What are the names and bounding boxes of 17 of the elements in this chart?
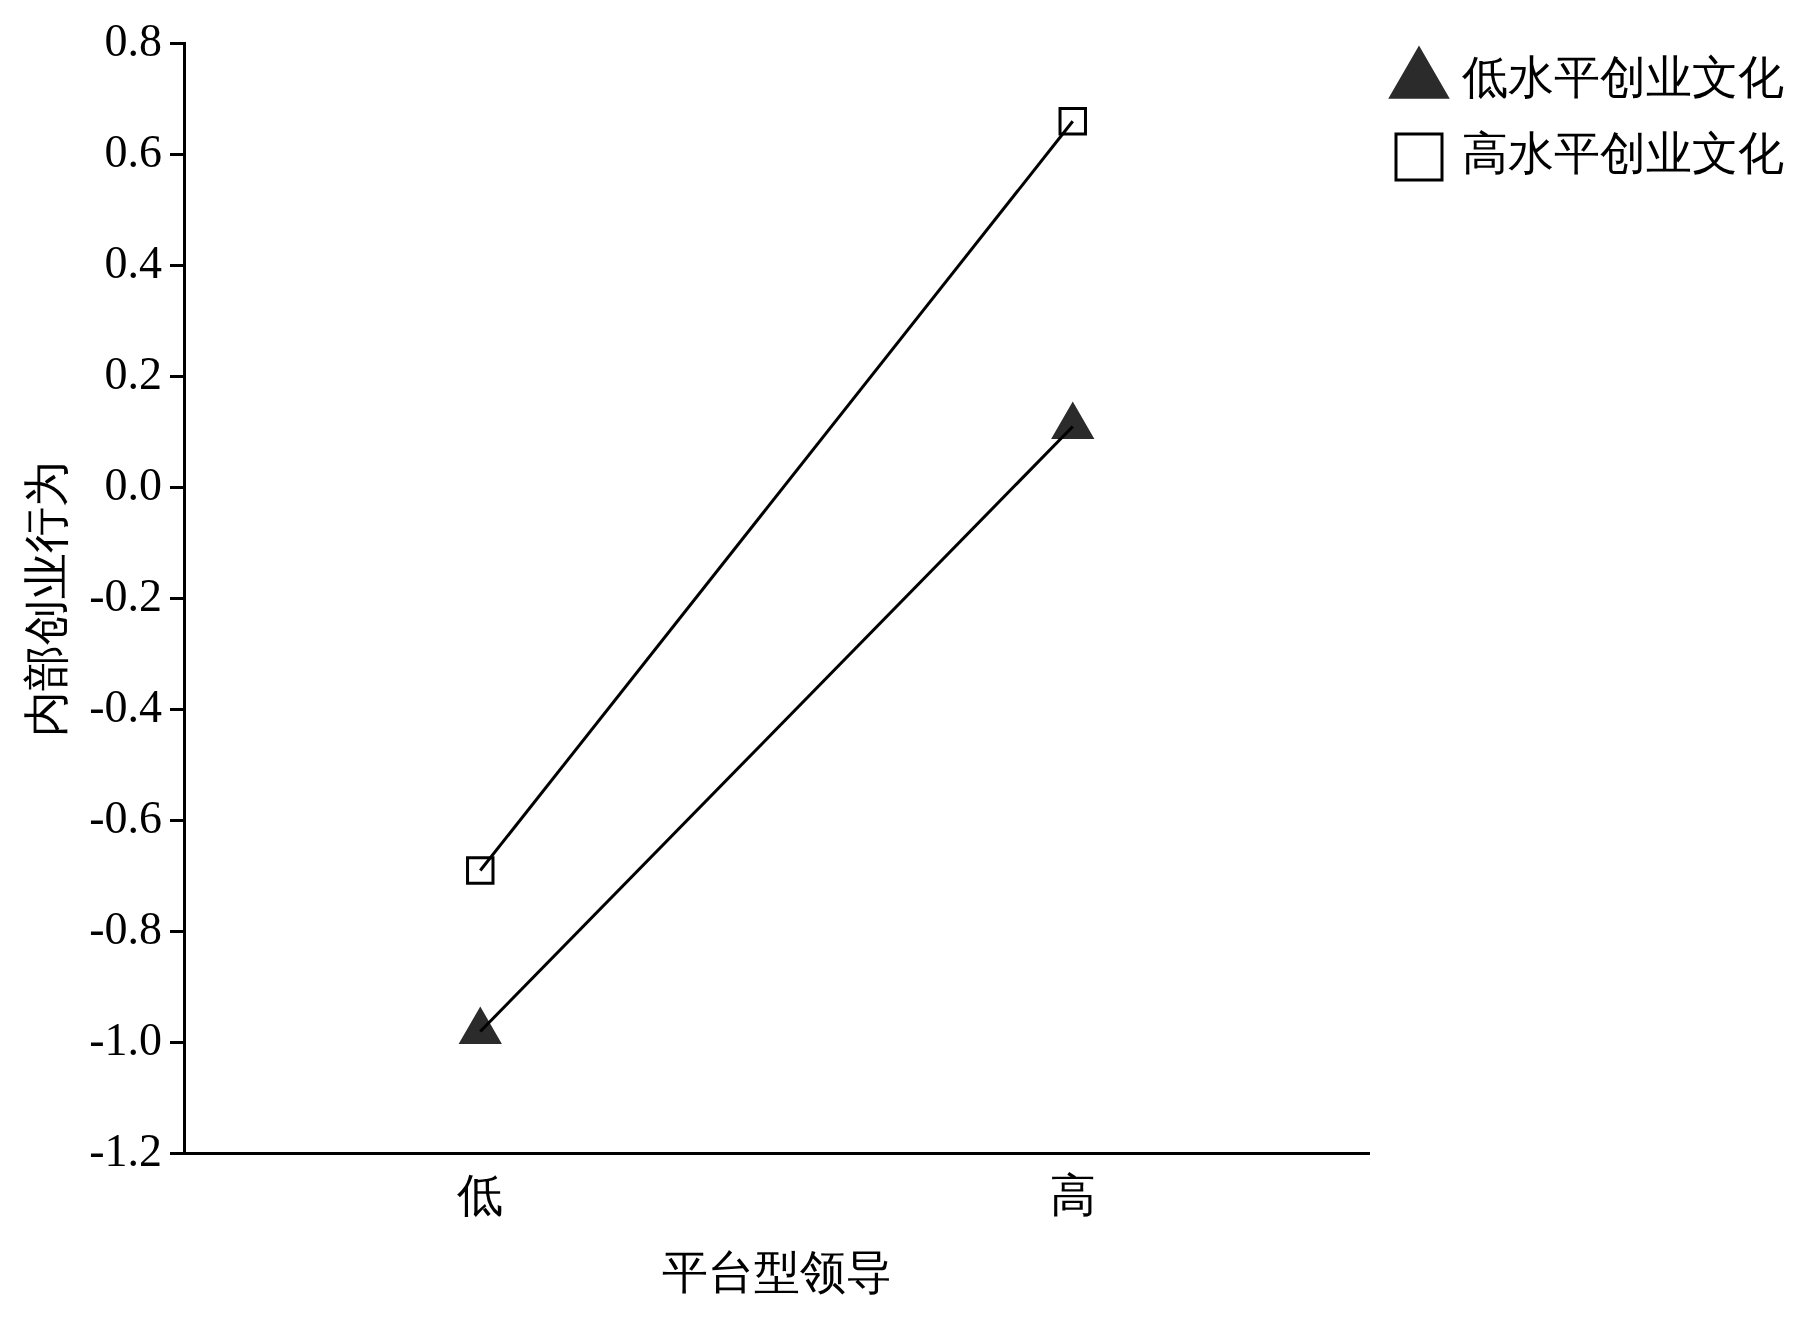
legend-label: 高水平创业文化 bbox=[1462, 128, 1784, 180]
y-tick-label: 0.8 bbox=[104, 14, 163, 66]
y-tick-label: 0.6 bbox=[104, 125, 163, 177]
y-tick-label: -0.4 bbox=[89, 680, 163, 732]
legend-label: 低水平创业文化 bbox=[1462, 52, 1784, 104]
x-tick-label: 高 bbox=[1049, 1170, 1096, 1222]
y-tick-label: 0.2 bbox=[104, 347, 163, 399]
x-axis-title: 平台型领导 bbox=[661, 1247, 892, 1299]
y-tick-label: -1.2 bbox=[89, 1124, 163, 1176]
y-tick-label: -0.6 bbox=[89, 791, 163, 843]
x-tick-label: 低 bbox=[457, 1170, 504, 1222]
y-tick-label: -1.0 bbox=[89, 1013, 163, 1065]
y-tick-label: -0.2 bbox=[89, 569, 163, 621]
y-tick-label: 0.0 bbox=[104, 458, 163, 510]
y-tick-label: -0.8 bbox=[89, 902, 163, 954]
y-axis-title: 内部创业行为 bbox=[20, 460, 72, 737]
y-tick-label: 0.4 bbox=[104, 236, 163, 288]
